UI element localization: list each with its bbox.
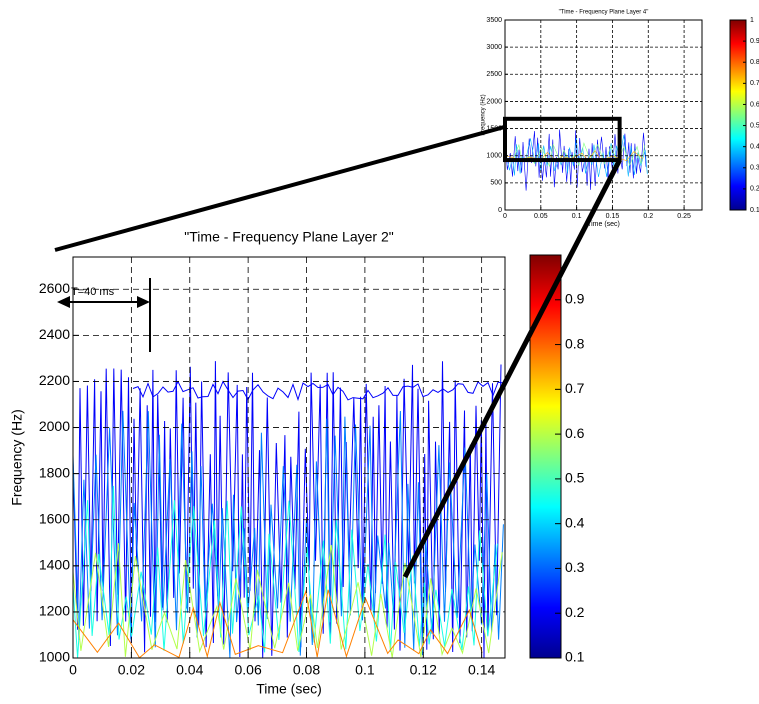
y-tick-label: 0: [498, 207, 502, 214]
colorbar-tick-label: 0.5: [565, 470, 585, 486]
x-tick-label: 0.1: [572, 213, 582, 220]
colorbar-tick-label: 1: [750, 17, 754, 24]
x-tick-label: 0.06: [235, 661, 262, 677]
y-tick-label: 3500: [486, 17, 502, 24]
axes-frame: [72, 256, 506, 659]
y-tick-label: 3000: [486, 44, 502, 51]
y-tick-label: 1000: [486, 153, 502, 160]
contour-line: [132, 380, 504, 402]
contour-line: [505, 142, 646, 168]
x-tick-label: 0.15: [606, 213, 620, 220]
y-tick-label: 1000: [39, 649, 70, 665]
colorbar-tick-label: 0.2: [565, 604, 585, 620]
colorbar-tick-label: 0.4: [750, 144, 759, 151]
colorbar-tick-label: 0.7: [750, 80, 759, 87]
y-tick-label: 1400: [39, 557, 70, 573]
chart-title: "Time - Frequency Plane Layer 2": [184, 229, 393, 245]
colorbar-tick-label: 0.2: [750, 186, 759, 193]
chart-title: "Time - Frequency Plane Layer 4": [559, 10, 649, 16]
contour-line: [73, 410, 504, 658]
y-tick-label: 2200: [39, 372, 70, 388]
y-tick-label: 2500: [486, 71, 502, 78]
x-tick-label: 0.1: [355, 661, 375, 677]
y-axis-label: Frequency (Hz): [481, 94, 487, 135]
contour-line: [73, 589, 483, 658]
x-tick-label: 0.12: [410, 661, 437, 677]
zoom-connector: [402, 158, 622, 579]
y-tick-label: 2000: [39, 418, 70, 434]
x-tick-label: 0.05: [534, 213, 548, 220]
colorbar-tick-label: 0.6: [565, 425, 585, 441]
x-tick-label: 0.08: [293, 661, 320, 677]
y-tick-label: 1200: [39, 603, 70, 619]
colorbar-tick-label: 0.6: [750, 101, 759, 108]
colorbar-tick-label: 0.4: [565, 514, 585, 530]
colorbar-tick-label: 0.8: [750, 59, 759, 66]
plot-area: [505, 20, 702, 210]
colorbar-tick-label: 0.5: [750, 122, 759, 129]
colorbar-tick-label: 0.7: [565, 380, 585, 396]
y-tick-label: 1800: [39, 464, 70, 480]
x-axis-label: Time (sec): [587, 221, 620, 228]
contour-lines: [73, 361, 504, 658]
colorbar-tick-label: 0.1: [750, 207, 759, 214]
colorbar-tick-label: 0.1: [565, 649, 585, 665]
axes: 0 0.02 0.04 0.06 0.08 0.1 0.12 0.14 1000 1200 1400…: [9, 229, 585, 697]
x-tick-label: 0.04: [176, 661, 203, 677]
colorbar-tick-label: 0.3: [750, 165, 759, 172]
x-tick-label: 0: [503, 213, 507, 220]
colorbar-tick-label: 0.9: [750, 38, 759, 45]
colorbar: [529, 254, 562, 659]
annotation: T=40 ms: [71, 286, 115, 298]
axes: 00.050.10.150.20.25050010001500200025003…: [481, 10, 759, 228]
contour-line: [73, 543, 503, 658]
arrow-head: [137, 296, 150, 308]
y-axis-label: Frequency (Hz): [9, 409, 25, 505]
x-axis-label: Time (sec): [256, 681, 322, 697]
contour-line: [73, 485, 498, 658]
colorbar-tick-label: 0.9: [565, 290, 585, 306]
axes-frame: [504, 19, 703, 211]
colorbar: [729, 19, 747, 211]
y-tick-label: 2400: [39, 326, 70, 342]
zoom-box: [503, 116, 622, 163]
x-tick-label: 0.14: [468, 661, 495, 677]
zoom-connector: [54, 124, 506, 252]
arrow-head: [57, 296, 70, 308]
x-tick-label: 0: [69, 661, 77, 677]
colorbar-tick-label: 0.3: [565, 559, 585, 575]
y-tick-label: 1600: [39, 510, 70, 526]
x-tick-label: 0.02: [118, 661, 145, 677]
x-tick-label: 0.25: [677, 213, 691, 220]
colorbar-tick-label: 0.8: [565, 335, 585, 351]
y-tick-label: 2000: [486, 98, 502, 105]
x-tick-label: 0.2: [643, 213, 653, 220]
y-tick-label: 2600: [39, 280, 70, 296]
y-tick-label: 500: [490, 180, 502, 187]
